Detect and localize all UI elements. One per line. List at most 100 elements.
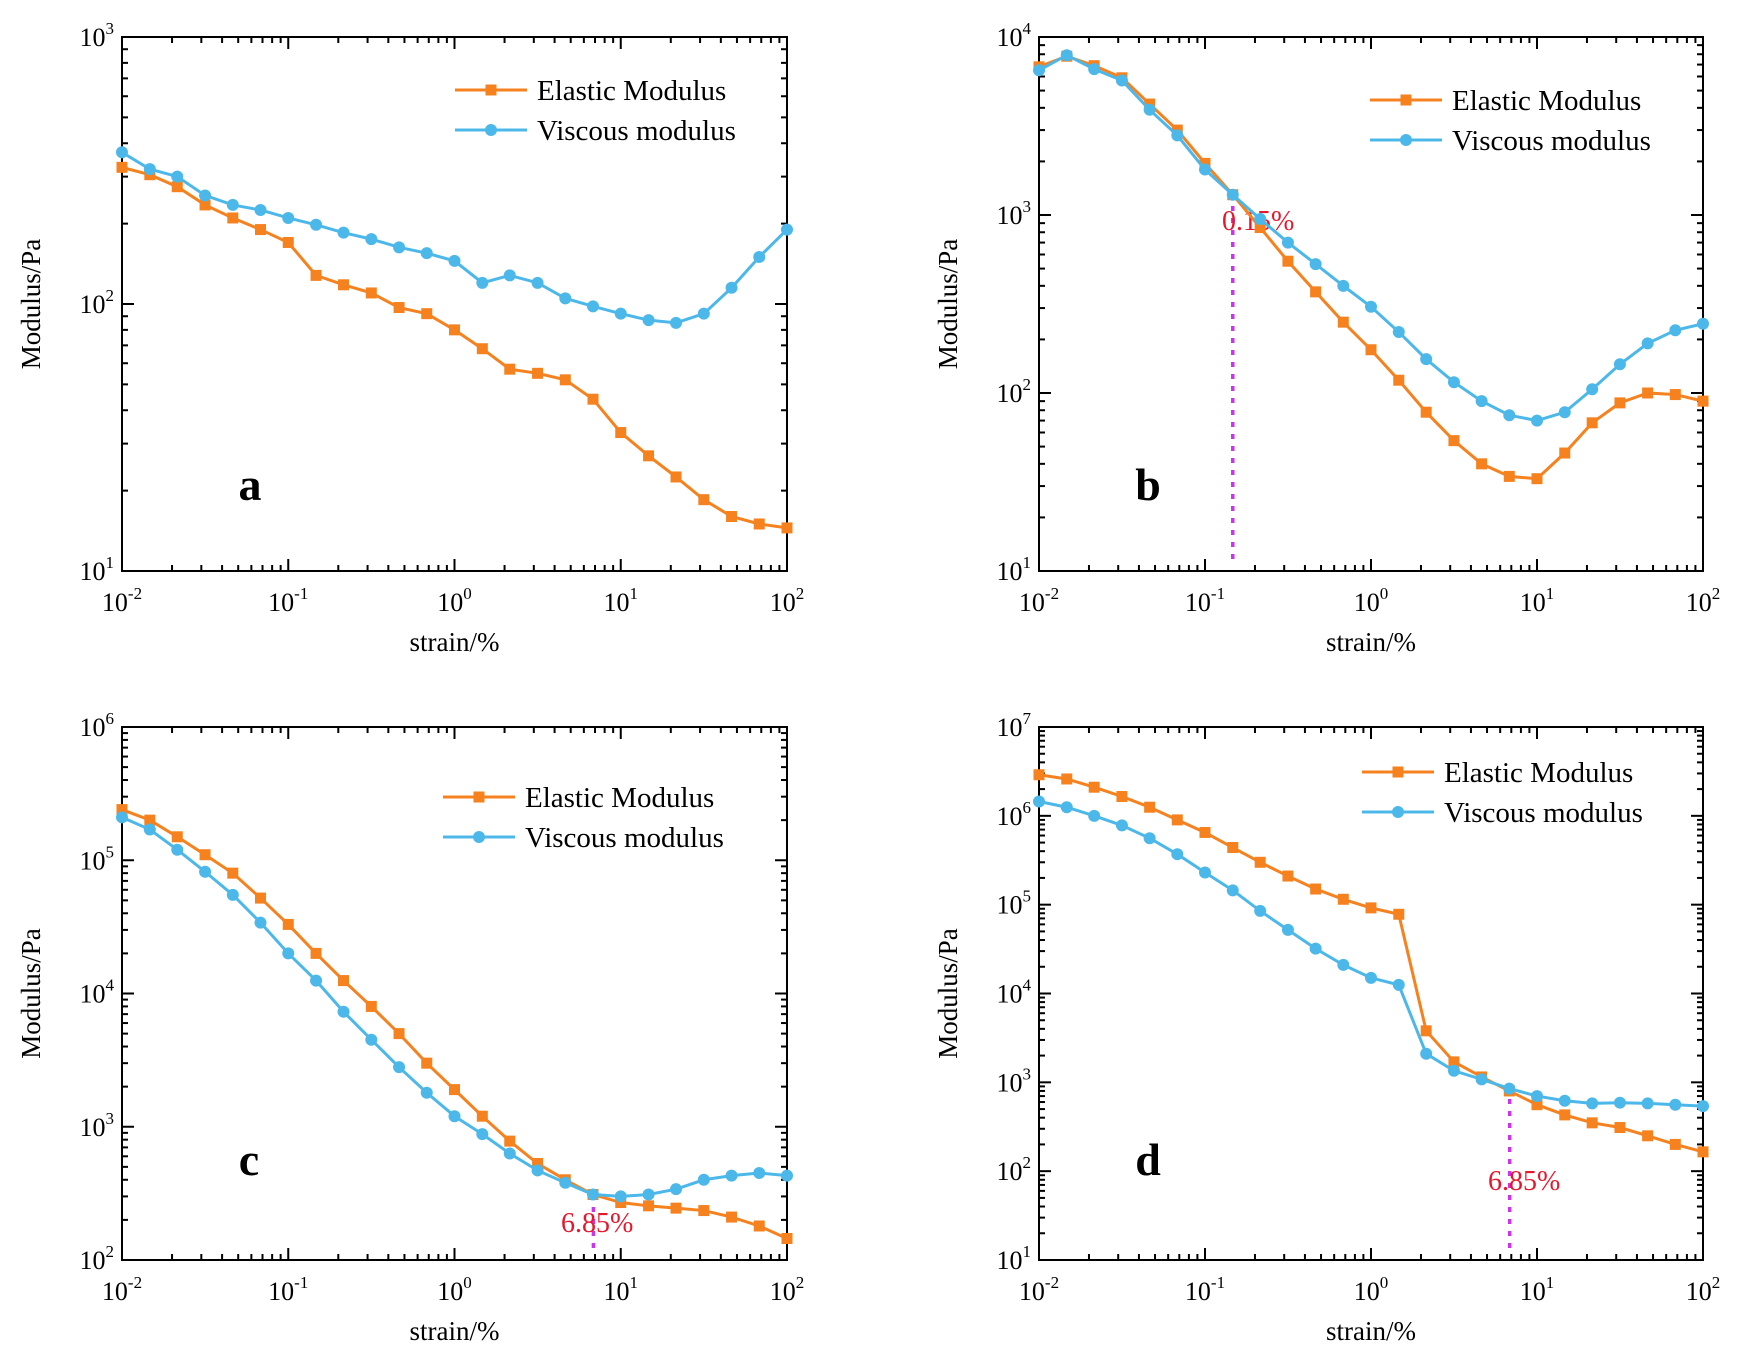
x-tick-label: 101 <box>604 584 639 617</box>
data-point-circle <box>1143 832 1156 845</box>
data-point-circle <box>1392 978 1405 991</box>
data-point-circle <box>393 1061 406 1074</box>
data-point-square <box>1033 769 1045 781</box>
data-point-circle <box>420 1086 433 1099</box>
data-point-square <box>449 324 460 336</box>
data-point-square <box>255 892 267 904</box>
y-tick-label: 103 <box>80 1109 115 1142</box>
data-point-square <box>421 1057 433 1069</box>
series-line <box>1038 773 1704 1154</box>
y-tick-label: 105 <box>997 887 1032 920</box>
x-tick-label: 101 <box>1520 1273 1555 1306</box>
data-point-square <box>365 287 377 299</box>
x-tick-label: 101 <box>604 1273 639 1306</box>
data-point-square <box>255 224 267 236</box>
series-line <box>121 815 788 1198</box>
data-point-circle <box>1697 317 1709 330</box>
data-point-square <box>1614 1122 1626 1134</box>
data-point-square <box>227 867 239 879</box>
data-point-circle <box>1143 103 1156 116</box>
data-point-circle <box>1088 63 1101 76</box>
data-point-square <box>615 427 627 439</box>
data-point-circle <box>199 865 212 878</box>
data-point-square <box>476 343 488 355</box>
data-point-circle <box>310 218 323 231</box>
data-point-square <box>476 1110 488 1122</box>
x-tick-label: 102 <box>1686 1273 1721 1306</box>
chart-panel-c: 10-2 10-1 100 101 102 102 103 104 105 106 strain/%… <box>16 709 804 1346</box>
legend-marker-circle <box>1392 806 1404 818</box>
data-point-circle <box>1171 848 1184 861</box>
data-point-circle <box>1586 383 1599 396</box>
data-point-square <box>1559 1109 1571 1121</box>
data-point-circle <box>1392 326 1405 339</box>
y-tick-label: 103 <box>997 1064 1032 1097</box>
x-axis-title: strain/% <box>1326 627 1416 657</box>
legend-label: Elastic Modulus <box>1452 85 1641 117</box>
data-point-square <box>1697 1146 1709 1158</box>
panel-letter: c <box>239 1134 259 1185</box>
chart-panel-b: 10-2 10-1 100 101 102 101 102 103 104 strain/% Mod… <box>933 19 1720 657</box>
data-point-square <box>338 975 350 987</box>
series-line <box>1038 54 1704 481</box>
y-axis-title: Modulus/Pa <box>933 239 963 370</box>
data-point-circle <box>1531 1090 1543 1103</box>
data-point-circle <box>670 316 683 329</box>
data-point-square <box>1531 473 1543 485</box>
data-point-square <box>559 374 571 386</box>
data-point-circle <box>171 170 184 183</box>
data-point-circle <box>365 1033 378 1046</box>
y-tick-label: 102 <box>80 286 115 319</box>
data-point-circle <box>1420 353 1433 366</box>
data-point-circle <box>1309 942 1322 955</box>
legend-label: Elastic Modulus <box>537 75 726 107</box>
data-point-square <box>393 302 405 314</box>
data-point-circle <box>725 281 738 294</box>
data-point-circle <box>1503 409 1516 422</box>
data-point-circle <box>1033 795 1045 808</box>
data-point-square <box>365 1000 377 1012</box>
data-point-square <box>227 212 239 224</box>
data-point-circle <box>1060 49 1073 62</box>
data-point-square <box>1365 902 1377 914</box>
data-point-circle <box>171 843 184 856</box>
data-point-square <box>1365 344 1377 356</box>
x-tick-label: 10-1 <box>1185 1273 1225 1306</box>
data-point-circle <box>1115 819 1128 832</box>
data-point-circle <box>1475 395 1488 408</box>
data-point-circle <box>365 233 378 246</box>
data-point-circle <box>1641 1097 1654 1110</box>
data-point-circle <box>337 226 350 239</box>
data-point-circle <box>282 947 295 960</box>
data-point-square <box>199 199 211 211</box>
data-point-square <box>1310 883 1322 895</box>
data-point-circle <box>116 811 128 824</box>
legend-label: Viscous modulus <box>525 822 724 854</box>
data-point-square <box>171 181 183 193</box>
y-axis-title: Modulus/Pa <box>933 928 963 1059</box>
data-point-square <box>753 1220 765 1232</box>
data-point-circle <box>1226 188 1239 201</box>
data-point-circle <box>614 1190 627 1203</box>
data-point-circle <box>503 1147 516 1160</box>
data-point-circle <box>448 1110 461 1123</box>
data-point-square <box>144 814 156 826</box>
data-point-square <box>1282 255 1294 267</box>
y-tick-label: 102 <box>997 1153 1032 1186</box>
data-point-circle <box>1088 809 1101 822</box>
data-point-square <box>587 393 599 405</box>
data-point-circle <box>1060 801 1073 814</box>
data-point-circle <box>1254 212 1267 225</box>
y-tick-label: 104 <box>997 19 1032 52</box>
data-point-square <box>282 918 294 930</box>
x-tick-label: 100 <box>1354 1273 1389 1306</box>
data-point-square <box>1420 1025 1432 1037</box>
data-point-circle <box>1669 1098 1682 1111</box>
data-point-circle <box>1309 258 1322 271</box>
y-tick-label: 102 <box>80 1242 115 1275</box>
data-point-square <box>532 367 544 379</box>
x-tick-label: 100 <box>437 584 472 617</box>
data-point-square <box>1310 286 1322 298</box>
data-point-circle <box>559 1176 572 1189</box>
data-point-square <box>1199 826 1211 838</box>
